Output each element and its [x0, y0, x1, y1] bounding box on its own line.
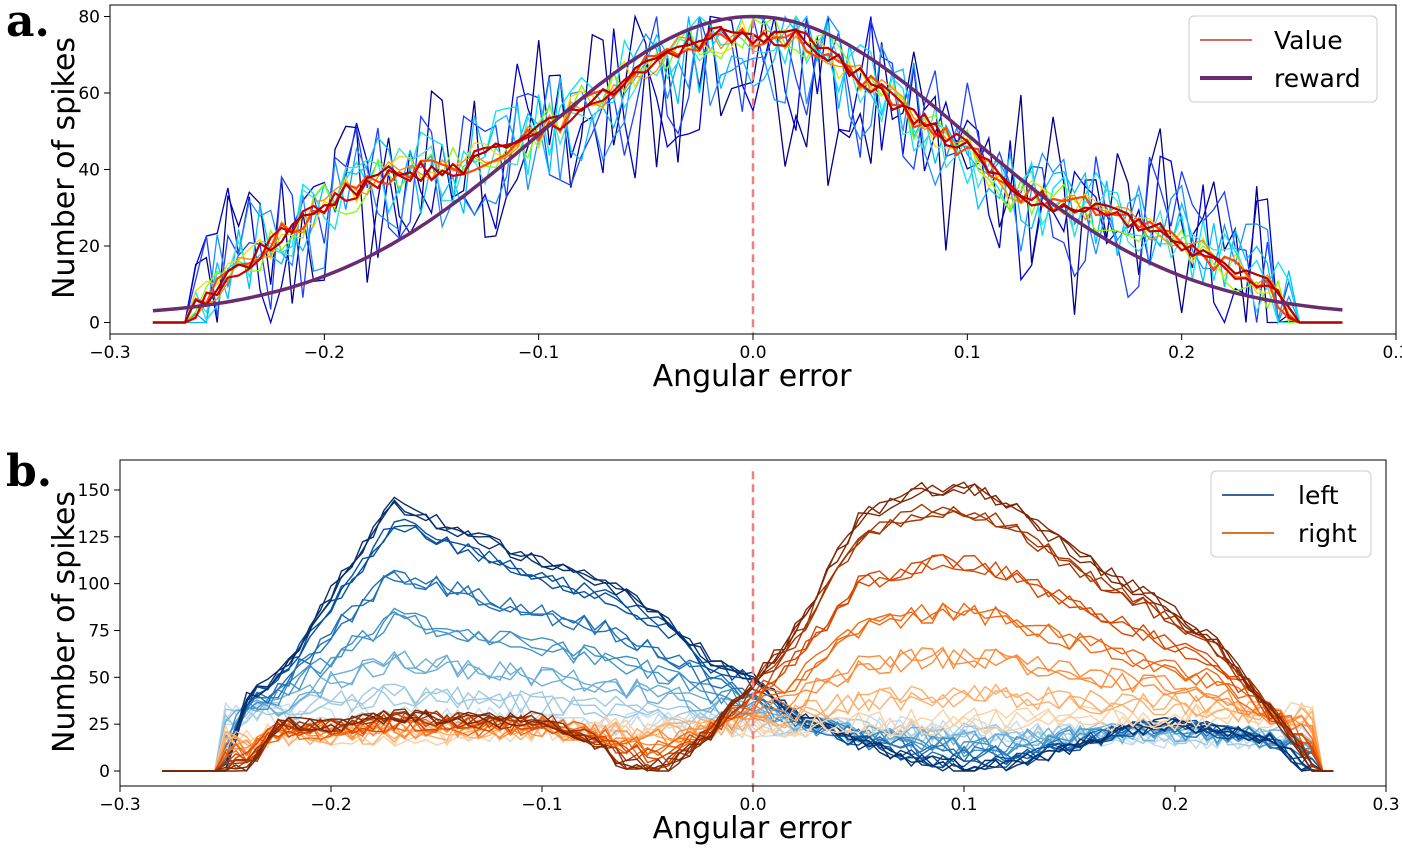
legend-label: left: [1298, 481, 1339, 510]
value-series-line: [152, 16, 1343, 324]
panel-a-ytick-label: 60: [78, 84, 100, 104]
panel-b-ytick-label: 125: [78, 528, 110, 548]
legend-label: right: [1298, 519, 1357, 548]
panel-b-ylabel: Number of spikes: [47, 491, 82, 753]
right-series-line: [162, 503, 1334, 772]
panel-b-series: [162, 471, 1334, 786]
left-series-line: [162, 650, 1334, 772]
left-series-line: [162, 607, 1334, 772]
panel-a-xtick-label: 0.0: [739, 343, 766, 363]
right-series-line: [162, 553, 1334, 772]
panel-b-ytick-label: 50: [88, 668, 110, 688]
panel-b-xtick-label: −0.3: [99, 795, 140, 815]
right-series-line: [162, 482, 1334, 772]
panel-a-series: [152, 14, 1343, 334]
panel-b-xtick-label: 0.2: [1161, 795, 1188, 815]
value-series-line: [152, 14, 1343, 324]
panel-a-label: a.: [6, 0, 50, 47]
panel-a-xlabel: Angular error: [653, 359, 852, 394]
panel-a: a. −0.3 −0.2 −0.1 0.0 0.1 0.2 0.3 0 20 40 60 80 Ang…: [6, 0, 1402, 394]
left-series-line: [162, 499, 1334, 772]
panel-a-ytick-label: 40: [78, 161, 100, 181]
panel-a-ylabel: Number of spikes: [47, 37, 82, 299]
panel-a-xtick-label: −0.3: [89, 343, 130, 363]
panel-b-label: b.: [6, 446, 52, 497]
panel-a-xtick-label: 0.3: [1382, 343, 1402, 363]
panel-a-legend-box: [1188, 15, 1378, 103]
panel-b-ytick-label: 25: [88, 715, 110, 735]
right-series-line: [162, 505, 1334, 772]
panel-b-xtick-label: 0.1: [950, 795, 977, 815]
panel-a-ytick-label: 20: [78, 237, 100, 257]
panel-b-ytick-label: 100: [78, 575, 110, 595]
panel-b-ytick-label: 75: [88, 621, 110, 641]
value-series-line: [152, 14, 1343, 326]
panel-b-ytick-label: 150: [78, 481, 110, 501]
panel-b-xtick-label: 0.0: [739, 795, 766, 815]
right-series-line: [162, 602, 1334, 772]
panel-a-ticks: −0.3 −0.2 −0.1 0.0 0.1 0.2 0.3 0 20 40 60 80: [78, 7, 1402, 363]
panel-b-xlabel: Angular error: [653, 811, 852, 846]
panel-a-xtick-label: −0.2: [304, 343, 345, 363]
panel-b-xtick-label: −0.2: [310, 795, 351, 815]
panel-a-xtick-label: 0.1: [954, 343, 981, 363]
panel-b: b. −0.3 −0.2 −0.1 0.0 0.1 0.2 0.3 0 25 50 75 100 125…: [6, 446, 1400, 846]
panel-b-xtick-label: −0.1: [521, 795, 562, 815]
panel-a-xtick-label: 0.2: [1168, 343, 1195, 363]
right-series-line: [162, 602, 1334, 772]
panel-b-ytick-label: 0: [99, 762, 110, 782]
panel-a-legend: Value reward: [1188, 15, 1378, 103]
panel-a-ytick-label: 0: [89, 314, 100, 334]
panel-b-legend-box: [1210, 470, 1372, 558]
panel-a-ytick-label: 80: [78, 7, 100, 27]
right-series-line: [162, 483, 1334, 772]
value-series-line: [152, 27, 1343, 324]
value-series-line: [152, 25, 1343, 324]
panel-b-legend: left right: [1210, 470, 1372, 558]
panel-b-ticks: −0.3 −0.2 −0.1 0.0 0.1 0.2 0.3 0 25 50 75 100 125 150: [78, 481, 1400, 815]
reward-curve: [152, 14, 1343, 313]
panel-a-xtick-label: −0.1: [518, 343, 559, 363]
legend-label: Value: [1274, 26, 1343, 55]
left-series-line: [162, 686, 1334, 772]
panel-b-xtick-label: 0.3: [1372, 795, 1399, 815]
legend-label: reward: [1274, 64, 1361, 93]
right-series-line: [162, 683, 1334, 772]
